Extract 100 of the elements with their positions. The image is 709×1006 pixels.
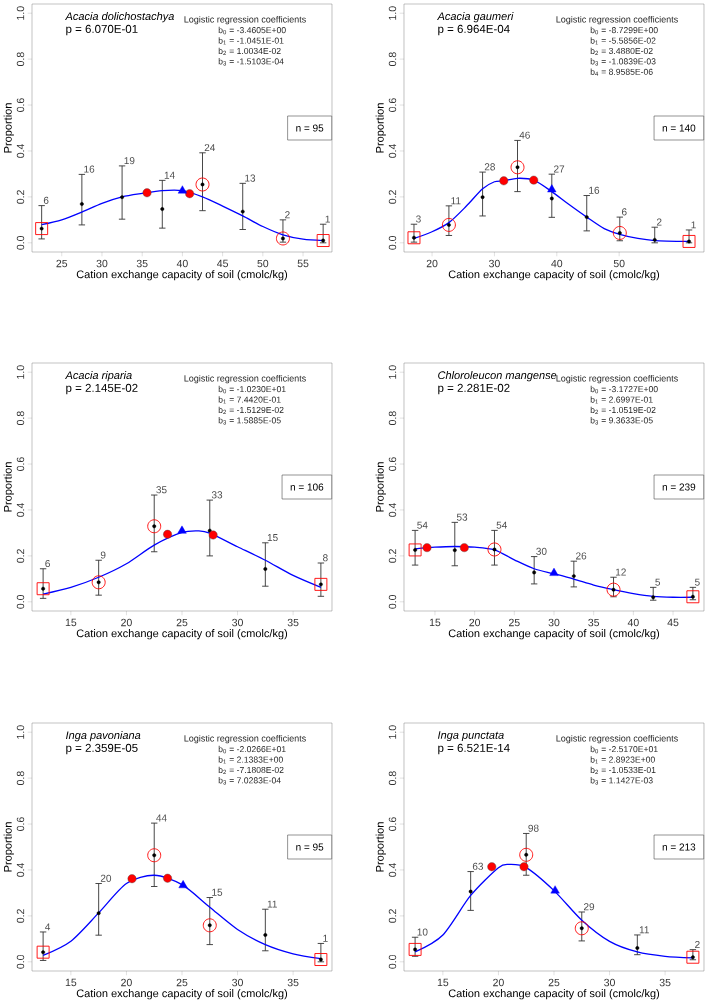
annotation: 2 bbox=[695, 940, 700, 948]
y-tick-label: 0.0 bbox=[16, 594, 25, 609]
annotation: 19 bbox=[124, 157, 135, 165]
point bbox=[452, 548, 457, 553]
y-tick-label: 0.8 bbox=[16, 411, 25, 426]
annotation: b$_{2}$ = 1.0034E-02 bbox=[218, 47, 281, 56]
annotation: 28 bbox=[484, 163, 495, 171]
x-tick-label: 25 bbox=[176, 618, 188, 627]
point bbox=[408, 942, 422, 956]
x-tick-label: 25 bbox=[509, 618, 520, 627]
point bbox=[240, 209, 245, 214]
y-tick-label: 0.8 bbox=[16, 771, 25, 785]
x-tick-label: 15 bbox=[437, 978, 449, 987]
y-tick-label: 0.6 bbox=[388, 98, 397, 112]
annotation: b$_{3}$ = 1.5885E-05 bbox=[218, 417, 281, 425]
x-tick-label: 30 bbox=[232, 978, 243, 987]
x-tick-label: 35 bbox=[588, 618, 600, 627]
point bbox=[686, 590, 700, 604]
point bbox=[318, 582, 323, 587]
text: p = 6.521E-14 bbox=[438, 743, 510, 755]
x-tick-label: 35 bbox=[287, 978, 299, 987]
x-tick-label: 35 bbox=[287, 618, 299, 627]
annotation: b$_{1}$ = 2.8923E+00 bbox=[590, 756, 655, 764]
x-tick-label: 40 bbox=[551, 259, 563, 268]
y-tick-label: 0.6 bbox=[16, 457, 25, 471]
y-tick-label: 0.2 bbox=[16, 190, 25, 204]
y-tick-label: 0.0 bbox=[388, 954, 397, 969]
x-tick-label: 15 bbox=[65, 618, 77, 627]
text: Acacia riparia bbox=[64, 371, 132, 382]
line-series bbox=[414, 545, 694, 598]
point bbox=[96, 911, 101, 916]
point bbox=[177, 525, 187, 534]
y-tick-label: 1.0 bbox=[16, 725, 25, 739]
y-tick-label: 0.4 bbox=[16, 502, 25, 517]
x-tick-label: 30 bbox=[604, 978, 615, 987]
annotation: Logistic regression coefficients bbox=[556, 734, 678, 744]
point bbox=[177, 185, 187, 194]
y-tick-label: 0.0 bbox=[388, 235, 397, 250]
point bbox=[41, 950, 46, 955]
annotation: 33 bbox=[211, 491, 223, 499]
x-tick-label: 20 bbox=[493, 978, 504, 987]
x-tick-label: 45 bbox=[667, 618, 679, 627]
point bbox=[314, 577, 328, 591]
text: p = 2.359E-05 bbox=[66, 743, 138, 755]
annotation: b$_{3}$ = 1.1427E-03 bbox=[590, 777, 653, 785]
x-tick-label: 15 bbox=[65, 978, 77, 987]
point bbox=[584, 215, 589, 219]
point bbox=[163, 529, 172, 539]
annotation: 29 bbox=[583, 903, 595, 911]
y-axis-title: Proportion bbox=[375, 822, 386, 872]
annotation: 9 bbox=[100, 551, 106, 559]
y-tick-label: 1.0 bbox=[388, 725, 397, 739]
point bbox=[487, 542, 502, 557]
point bbox=[468, 889, 473, 894]
annotation: b$_{1}$ = -1.0451E-01 bbox=[218, 37, 284, 45]
y-tick-label: 0.6 bbox=[388, 817, 397, 831]
point bbox=[195, 177, 210, 192]
point bbox=[441, 217, 456, 232]
point bbox=[519, 862, 529, 872]
point bbox=[263, 933, 268, 937]
x-axis-title: Cation exchange capacity of soil (cmolc/kg) bbox=[76, 270, 288, 281]
point bbox=[408, 543, 422, 557]
annotation: 46 bbox=[519, 131, 530, 139]
annotation: b$_{2}$ = -1.0533E-01 bbox=[590, 766, 656, 775]
point bbox=[160, 207, 165, 211]
text: p = 2.145E-02 bbox=[66, 383, 138, 395]
annotation: n = 213 bbox=[662, 843, 696, 851]
annotation: 12 bbox=[615, 568, 626, 576]
annotation: 10 bbox=[417, 928, 428, 936]
x-tick-label: 35 bbox=[659, 978, 671, 987]
annotation: 26 bbox=[576, 552, 587, 560]
y-tick-label: 0.2 bbox=[388, 190, 397, 204]
text: Inga punctata bbox=[437, 731, 504, 742]
y-tick-label: 0.6 bbox=[16, 98, 25, 112]
point bbox=[407, 231, 421, 245]
point bbox=[41, 586, 46, 591]
annotation: Logistic regression coefficients bbox=[184, 734, 306, 744]
y-tick-label: 0.8 bbox=[16, 52, 25, 67]
x-tick-label: 45 bbox=[217, 259, 229, 268]
point bbox=[147, 519, 162, 534]
y-tick-label: 0.4 bbox=[16, 143, 25, 158]
point bbox=[142, 188, 152, 198]
text: p = 2.281E-02 bbox=[438, 383, 510, 395]
annotation: 13 bbox=[245, 174, 256, 182]
point bbox=[529, 175, 539, 185]
annotation: 4 bbox=[45, 923, 51, 931]
annotation: 54 bbox=[496, 521, 507, 529]
y-tick-label: 1.0 bbox=[388, 365, 397, 379]
x-axis-title: Cation exchange capacity of soil (cmolc/kg) bbox=[448, 629, 660, 640]
point bbox=[35, 222, 49, 236]
annotation: b$_{2}$ = -7.1808E-02 bbox=[218, 766, 284, 775]
y-tick-label: 0.4 bbox=[388, 143, 397, 158]
y-axis-title: Proportion bbox=[3, 103, 14, 153]
annotation: Logistic regression coefficients bbox=[184, 15, 306, 25]
annotation: b$_{2}$ = -1.5129E-02 bbox=[218, 406, 284, 415]
point bbox=[547, 184, 557, 193]
annotation: 16 bbox=[589, 186, 600, 194]
x-tick-label: 35 bbox=[136, 259, 148, 268]
text: Acacia dolichostachya bbox=[64, 12, 174, 23]
x-tick-label: 20 bbox=[469, 618, 481, 627]
